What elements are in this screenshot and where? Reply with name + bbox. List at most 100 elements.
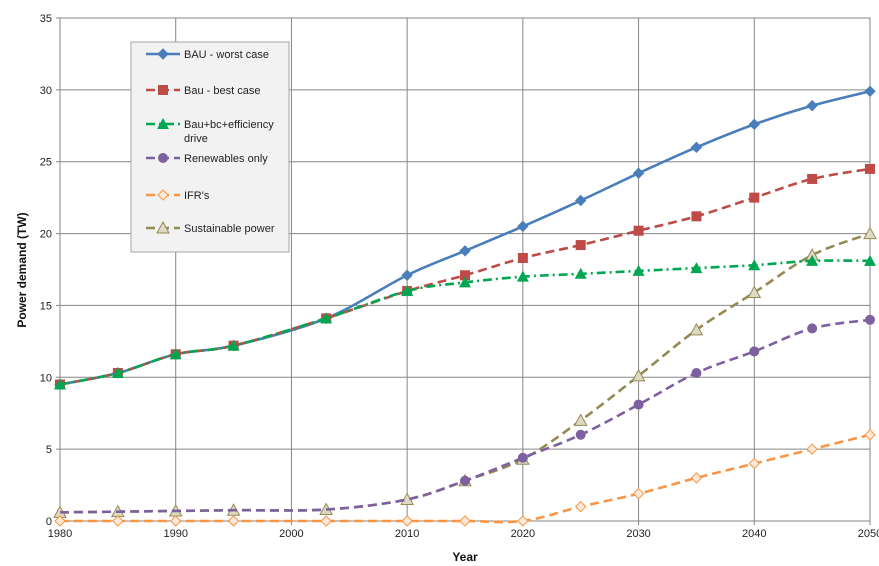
x-axis-title: Year <box>452 550 478 564</box>
legend-box <box>130 41 290 253</box>
series-4 <box>54 429 876 527</box>
data-point <box>863 226 877 240</box>
data-point <box>227 339 240 351</box>
legend-label: Bau+bc+efficiency <box>184 119 274 131</box>
data-point <box>460 475 470 486</box>
data-point <box>575 240 586 251</box>
y-tick-label: 25 <box>40 157 52 169</box>
data-point <box>459 515 471 527</box>
data-point <box>401 515 413 527</box>
legend-label: Bau - best case <box>184 85 260 97</box>
data-point <box>459 276 471 288</box>
data-point <box>749 192 760 203</box>
data-point <box>459 245 471 257</box>
data-point <box>691 367 702 378</box>
data-point <box>517 452 528 463</box>
series-group <box>53 85 877 527</box>
data-point <box>517 220 529 233</box>
legend-label: drive <box>184 133 208 145</box>
y-tick-label: 0 <box>46 516 52 528</box>
data-point <box>747 285 762 298</box>
y-axis-title: Power demand (TW) <box>15 212 29 327</box>
data-point <box>517 515 529 527</box>
y-tick-label: 30 <box>40 85 52 97</box>
data-point <box>401 269 413 281</box>
x-tick-label: 2030 <box>626 528 650 540</box>
data-point <box>748 118 760 131</box>
x-axis-ticks: 1980 1990 2000 2010 2020 2030 2040 2050 <box>48 521 879 540</box>
data-point <box>169 348 182 360</box>
data-point <box>864 254 876 266</box>
data-point <box>54 515 66 527</box>
data-point <box>632 487 645 500</box>
data-point <box>807 323 818 334</box>
data-point <box>807 173 818 184</box>
x-tick-label: 2040 <box>742 528 766 540</box>
legend-marker <box>156 220 170 234</box>
data-point <box>631 368 646 382</box>
x-tick-label: 1980 <box>48 528 72 540</box>
series-line <box>59 167 871 386</box>
y-tick-label: 10 <box>40 372 52 384</box>
data-point <box>516 270 529 282</box>
x-tick-label: 2010 <box>395 528 419 540</box>
data-point <box>864 429 876 441</box>
legend-label: BAU - worst case <box>184 49 269 61</box>
data-point <box>575 194 587 207</box>
legend-label: IFR's <box>184 190 210 202</box>
data-point <box>111 366 124 378</box>
legend-label: Sustainable power <box>184 223 275 235</box>
data-point <box>864 85 876 98</box>
x-tick-label: 2000 <box>279 528 303 540</box>
data-point <box>806 99 818 112</box>
y-tick-label: 35 <box>40 13 52 25</box>
y-tick-label: 20 <box>40 229 52 241</box>
data-point <box>865 163 875 174</box>
data-point <box>689 322 704 336</box>
data-point <box>633 225 644 236</box>
series-2 <box>54 254 876 390</box>
legend: BAU - worst case Bau - best case Bau+bc+ef… <box>130 41 290 253</box>
data-point <box>575 429 586 440</box>
x-tick-label: 1990 <box>163 528 187 540</box>
legend-marker <box>157 118 169 129</box>
data-point <box>806 254 819 266</box>
legend-label: Renewables only <box>184 153 268 165</box>
data-point <box>748 457 760 470</box>
legend-marker <box>158 153 168 163</box>
data-point <box>575 500 587 513</box>
series-3 <box>59 314 875 514</box>
data-point <box>401 285 414 297</box>
legend-marker <box>157 189 169 201</box>
series-line <box>59 433 871 524</box>
x-tick-label: 2050 <box>858 528 879 540</box>
data-point <box>748 259 761 271</box>
data-point <box>806 443 818 455</box>
data-point <box>691 211 702 222</box>
data-point <box>632 264 645 276</box>
data-point <box>690 472 703 484</box>
data-point <box>320 312 333 324</box>
data-point <box>573 413 588 426</box>
data-point <box>320 515 332 527</box>
data-point <box>460 270 470 281</box>
data-point <box>54 378 66 390</box>
x-tick-label: 2020 <box>511 528 535 540</box>
data-point <box>112 515 124 527</box>
y-tick-label: 15 <box>40 300 52 312</box>
data-point <box>749 346 760 357</box>
data-point <box>633 399 644 410</box>
data-point <box>170 515 182 527</box>
gridlines <box>60 18 870 521</box>
y-axis-ticks: 0 5 10 15 20 25 30 35 <box>40 13 60 528</box>
data-point <box>690 141 703 154</box>
data-point <box>865 314 875 325</box>
data-point <box>227 515 240 527</box>
data-point <box>632 167 645 179</box>
series-line <box>59 318 871 514</box>
data-point <box>574 267 587 279</box>
legend-marker <box>158 85 168 95</box>
data-point <box>690 262 703 274</box>
data-point <box>517 253 528 264</box>
